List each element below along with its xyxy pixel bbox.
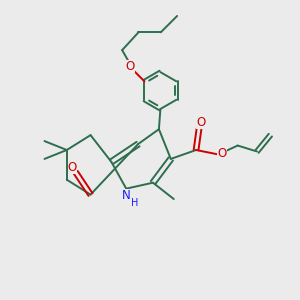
Text: O: O <box>217 147 226 161</box>
Text: O: O <box>126 60 135 73</box>
Text: O: O <box>68 161 77 174</box>
Text: H: H <box>131 199 138 208</box>
Text: N: N <box>122 189 130 202</box>
Text: O: O <box>196 116 205 129</box>
